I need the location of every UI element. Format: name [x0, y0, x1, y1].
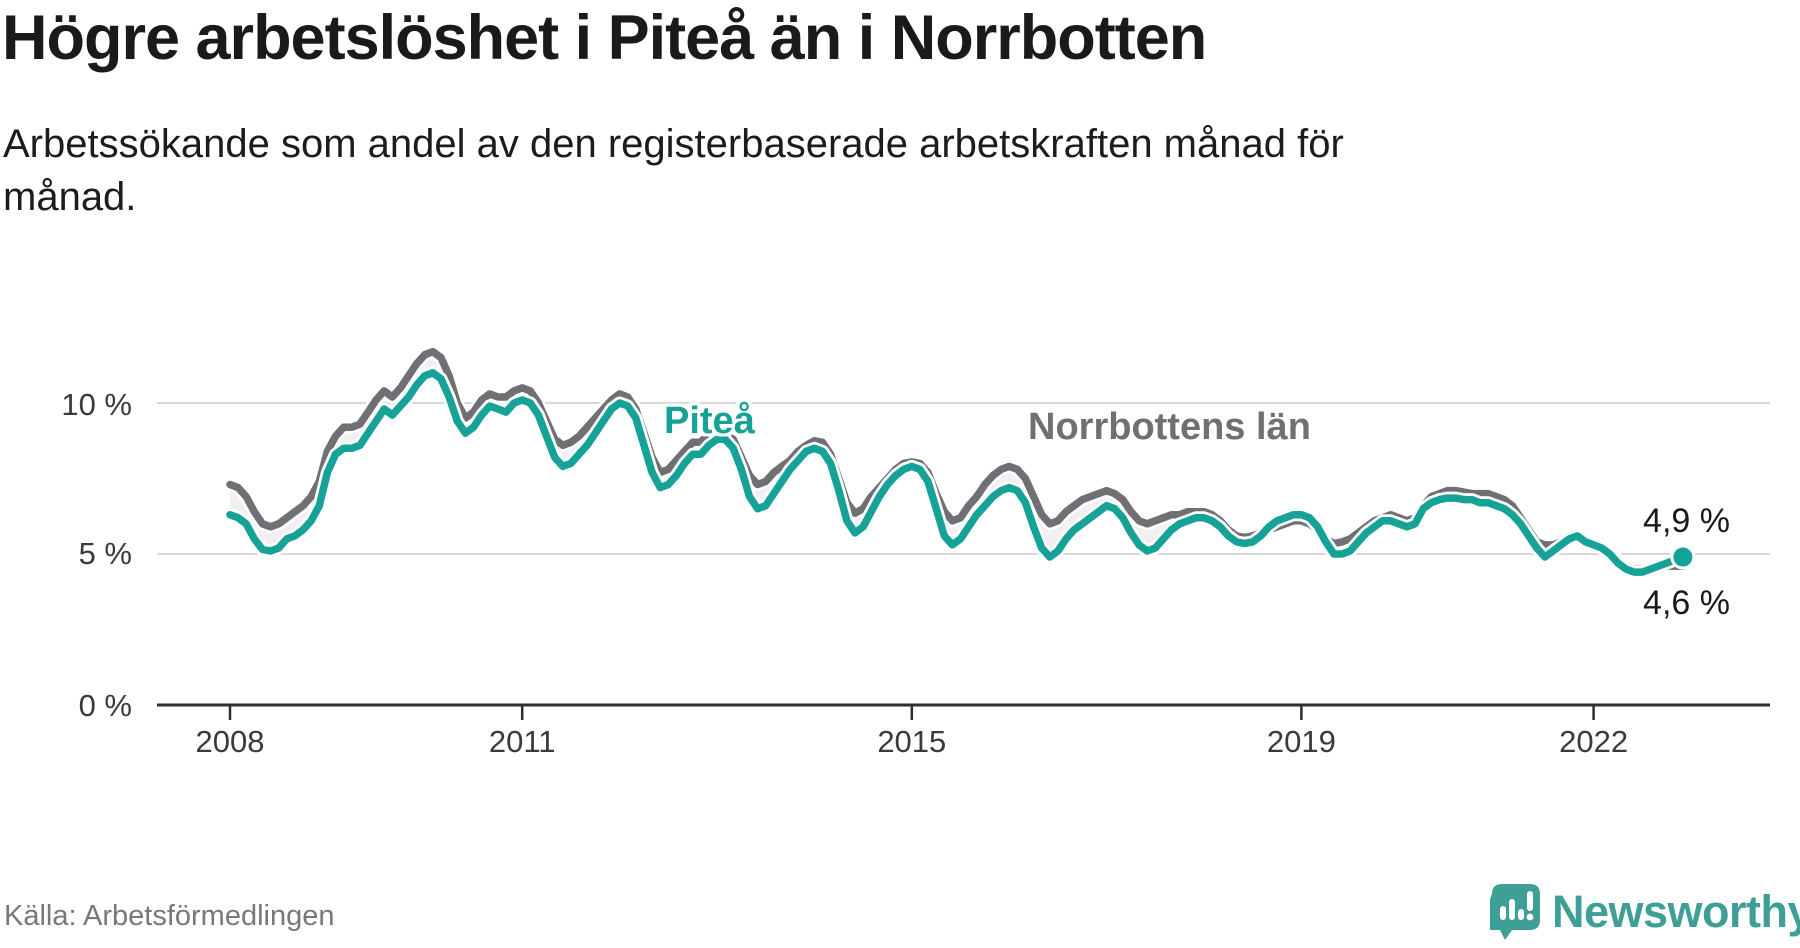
series-label-pitea: Piteå — [664, 400, 755, 442]
subtitle-line-2: månad. — [3, 175, 137, 219]
end-value-label-norrbotten: 4,6 % — [1643, 584, 1730, 622]
x-tick-label-2008: 2008 — [195, 724, 265, 759]
source-note: Källa: Arbetsförmedlingen — [4, 900, 335, 932]
page-title: Högre arbetslöshet i Piteå än i Norrbott… — [2, 3, 1207, 73]
newsworthy-logo-text: Newsworthy — [1552, 886, 1800, 937]
subtitle-line-1: Arbetssökande som andel av den registerb… — [3, 122, 1344, 166]
end-value-label-pitea: 4,9 % — [1643, 502, 1730, 540]
x-tick-label-2015: 2015 — [877, 724, 947, 759]
y-tick-label-10: 10 % — [61, 387, 132, 422]
between-series-area — [230, 351, 1683, 573]
chart-subtitle: Arbetssökande som andel av den registerb… — [3, 118, 1503, 224]
x-tick-label-2019: 2019 — [1266, 724, 1336, 759]
x-tick-label-2022: 2022 — [1559, 724, 1629, 759]
pitea-line — [226, 369, 1687, 576]
x-tick-label-2011: 2011 — [488, 724, 556, 759]
y-tick-label-0: 0 % — [78, 688, 132, 723]
newsworthy-logo-icon — [1490, 884, 1540, 940]
pitea-end-dot — [1670, 544, 1696, 570]
speech-bubble-icon — [1490, 884, 1540, 940]
series-label-norrbotten: Norrbottens län — [1028, 406, 1311, 448]
y-tick-label-5: 5 % — [78, 536, 132, 571]
